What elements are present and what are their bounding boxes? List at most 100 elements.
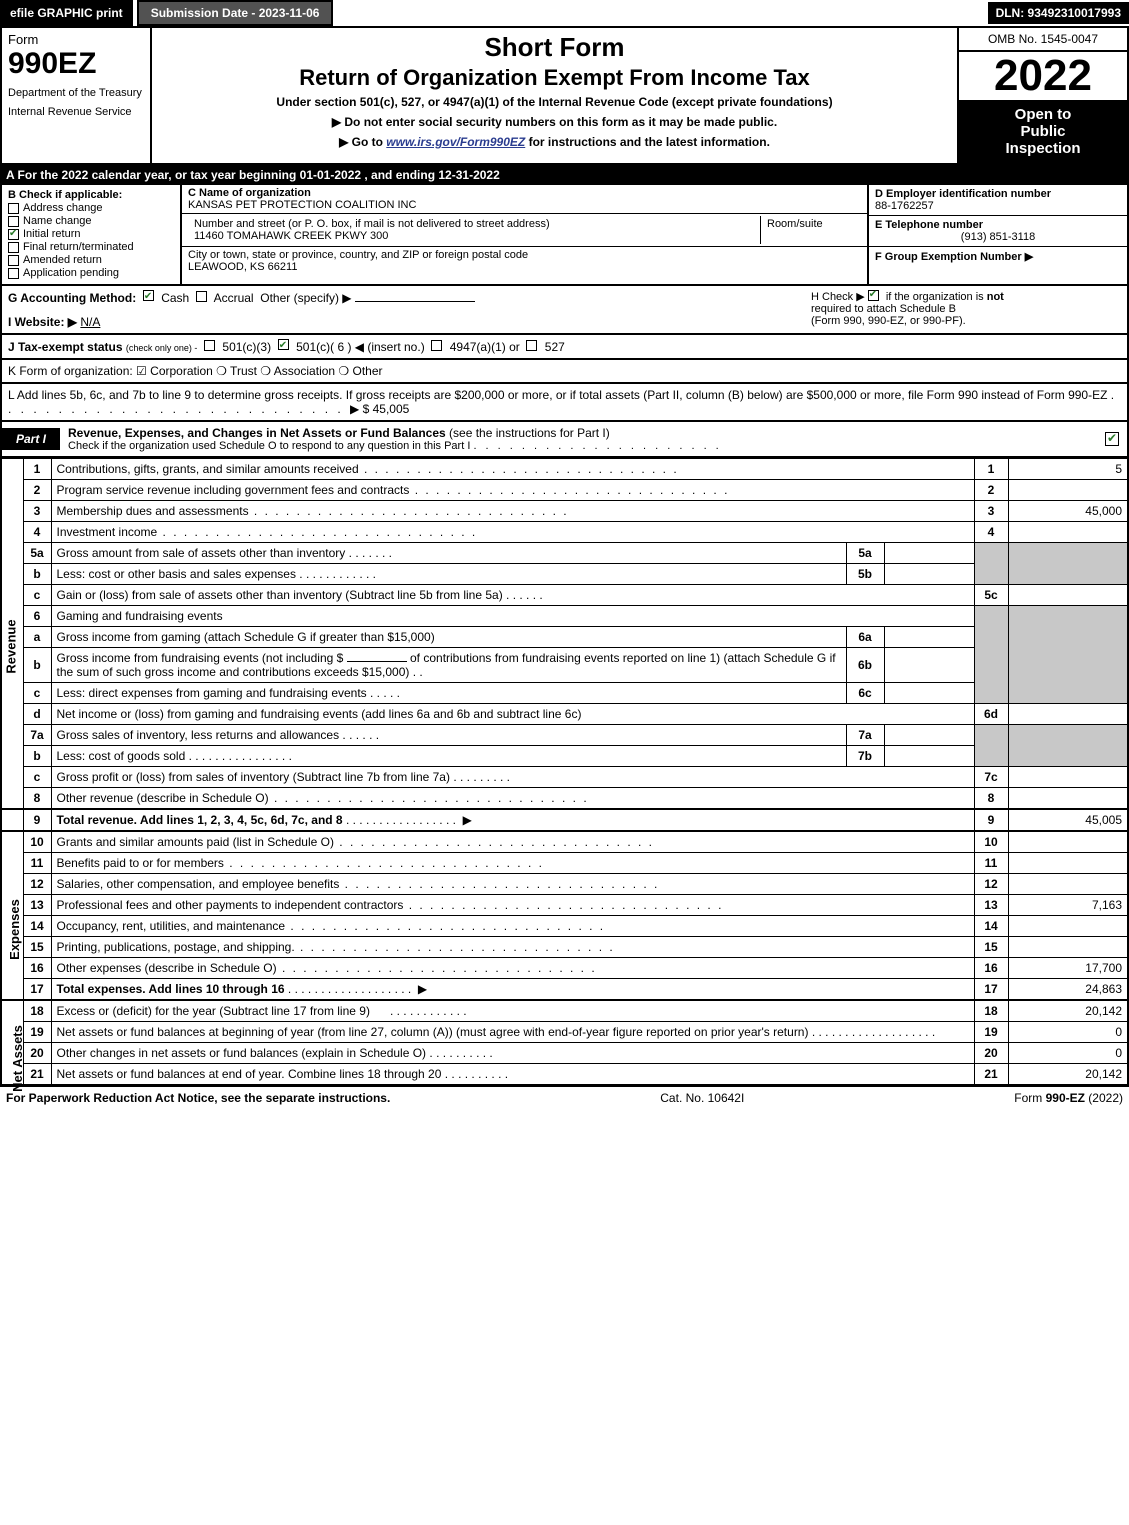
l11-val (1008, 853, 1128, 874)
l7a-sv (884, 725, 974, 746)
chk-address-change[interactable] (8, 203, 19, 214)
return-title: Return of Organization Exempt From Incom… (160, 65, 949, 91)
l4-dots (157, 525, 477, 539)
l5a-sv (884, 543, 974, 564)
l6b-d1: Gross income from fundraising events (no… (57, 651, 344, 665)
l10-dots (334, 835, 654, 849)
l6d-rnum: 6d (974, 704, 1008, 725)
h-text4: (Form 990, 990-EZ, or 990-PF). (811, 315, 966, 327)
line-12: 12 Salaries, other compensation, and emp… (1, 874, 1128, 895)
l7a-sn: 7a (846, 725, 884, 746)
header-mid: Short Form Return of Organization Exempt… (152, 28, 957, 163)
chk-initial-return[interactable] (8, 229, 19, 240)
l11-dots (224, 856, 544, 870)
chk-cash[interactable] (143, 290, 154, 301)
l-value: ▶ $ 45,005 (350, 402, 409, 416)
line-6: 6 Gaming and fundraising events (1, 606, 1128, 627)
l5a-num: 5a (23, 543, 51, 564)
l5c-num: c (23, 585, 51, 606)
chk-schedule-o[interactable] (1105, 432, 1119, 446)
l6a-num: a (23, 627, 51, 648)
l5ab-rshade (974, 543, 1008, 585)
part1-sub-dots: . . . . . . . . . . . . . . . . . . . . … (473, 440, 721, 452)
l19-desc: Net assets or fund balances at beginning… (51, 1022, 974, 1043)
under-section: Under section 501(c), 527, or 4947(a)(1)… (160, 95, 949, 109)
opt-application-pending: Application pending (23, 267, 119, 279)
chk-amended-return[interactable] (8, 255, 19, 266)
l19-rnum: 19 (974, 1022, 1008, 1043)
l7ab-vshade (1008, 725, 1128, 767)
l2-desc-text: Program service revenue including govern… (57, 483, 410, 497)
l2-desc: Program service revenue including govern… (51, 480, 974, 501)
l20-rnum: 20 (974, 1043, 1008, 1064)
chk-application-pending[interactable] (8, 268, 19, 279)
footer-right-post: (2022) (1085, 1091, 1123, 1105)
chk-501c3[interactable] (204, 340, 215, 351)
l5c-val (1008, 585, 1128, 606)
chk-4947[interactable] (431, 340, 442, 351)
l6c-desc: Less: direct expenses from gaming and fu… (51, 683, 846, 704)
part1-subtitle-text: Check if the organization used Schedule … (68, 440, 470, 452)
l7c-rnum: 7c (974, 767, 1008, 788)
submission-date-button[interactable]: Submission Date - 2023-11-06 (137, 0, 334, 26)
tel-label: E Telephone number (875, 219, 983, 231)
line-3: 3 Membership dues and assessments 3 45,0… (1, 501, 1128, 522)
l7c-num: c (23, 767, 51, 788)
line-9: 9 Total revenue. Add lines 1, 2, 3, 4, 5… (1, 809, 1128, 831)
l9-num: 9 (23, 809, 51, 831)
l17-desc-text: Total expenses. Add lines 10 through 16 (57, 982, 285, 996)
l2-num: 2 (23, 480, 51, 501)
chk-527[interactable] (526, 340, 537, 351)
tel-block: E Telephone number (913) 851-3118 (869, 216, 1127, 247)
j-small: (check only one) - (126, 343, 198, 353)
chk-accrual[interactable] (196, 291, 207, 302)
l16-dots (277, 961, 597, 975)
l7b-num: b (23, 746, 51, 767)
row-j: J Tax-exempt status (check only one) - 5… (0, 335, 1129, 360)
irs-link[interactable]: www.irs.gov/Form990EZ (386, 135, 525, 149)
chk-name-change[interactable] (8, 216, 19, 227)
row-l: L Add lines 5b, 6c, and 7b to line 9 to … (0, 384, 1129, 422)
l6-rshade (974, 606, 1008, 704)
org-name-label: C Name of organization (188, 187, 311, 199)
l5b-sn: 5b (846, 564, 884, 585)
l6b-num: b (23, 648, 51, 683)
l6b-blank[interactable] (347, 661, 407, 662)
l4-desc-text: Investment income (57, 525, 158, 539)
l11-desc: Benefits paid to or for members (51, 853, 974, 874)
l7c-desc-text: Gross profit or (loss) from sales of inv… (57, 770, 450, 784)
l8-desc: Other revenue (describe in Schedule O) (51, 788, 974, 810)
form-number: 990EZ (8, 47, 144, 81)
efile-print-button[interactable]: efile GRAPHIC print (0, 0, 133, 26)
l1-val: 5 (1008, 459, 1128, 480)
j-o1: 501(c)(3) (222, 340, 271, 354)
l20-num: 20 (23, 1043, 51, 1064)
j-label: J Tax-exempt status (8, 340, 123, 354)
l21-desc-text: Net assets or fund balances at end of ye… (57, 1067, 442, 1081)
l3-desc: Membership dues and assessments (51, 501, 974, 522)
l14-num: 14 (23, 916, 51, 937)
line-4: 4 Investment income 4 (1, 522, 1128, 543)
chk-final-return[interactable] (8, 242, 19, 253)
part1-title-paren: (see the instructions for Part I) (449, 426, 610, 440)
l6c-sn: 6c (846, 683, 884, 704)
chk-h[interactable] (868, 290, 879, 301)
form-word: Form (8, 32, 144, 47)
l18-rnum: 18 (974, 1000, 1008, 1022)
l7a-desc-text: Gross sales of inventory, less returns a… (57, 728, 340, 742)
g-other-field[interactable] (355, 301, 475, 302)
l18-val: 20,142 (1008, 1000, 1128, 1022)
vside-revenue: Revenue (1, 459, 23, 810)
l12-val (1008, 874, 1128, 895)
l6-vshade (1008, 606, 1128, 704)
i-value: N/A (80, 315, 100, 329)
j-o2: 501(c)( 6 ) ◀ (insert no.) (296, 340, 425, 354)
top-bar-left: efile GRAPHIC print Submission Date - 20… (0, 0, 333, 26)
lines-table: Revenue 1 Contributions, gifts, grants, … (0, 458, 1129, 1086)
l6c-desc-text: Less: direct expenses from gaming and fu… (57, 686, 367, 700)
l20-desc-text: Other changes in net assets or fund bala… (57, 1046, 427, 1060)
ein-block: D Employer identification number 88-1762… (869, 185, 1127, 216)
l15-val (1008, 937, 1128, 958)
chk-501c[interactable] (278, 339, 289, 350)
l21-num: 21 (23, 1064, 51, 1086)
